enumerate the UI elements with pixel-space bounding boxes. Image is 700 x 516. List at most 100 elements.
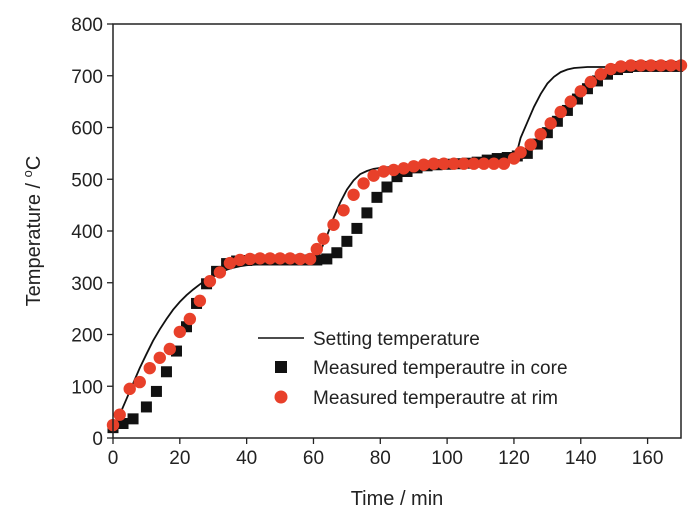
core-point [581, 83, 593, 95]
core-point [341, 235, 353, 247]
y-tick-label: 600 [71, 119, 103, 140]
core-point [361, 207, 373, 219]
rim-point [310, 242, 324, 256]
rim-point [624, 59, 638, 72]
y-tick-label: 400 [71, 222, 103, 243]
y-axis-title-unit: C [23, 156, 45, 170]
rim-point [514, 146, 527, 159]
core-point [571, 93, 583, 105]
rim-point [263, 252, 277, 265]
y-axis-title-degree: o [20, 170, 35, 177]
core-point [331, 247, 343, 259]
rim-point [477, 157, 491, 170]
rim-point [387, 163, 400, 177]
rim-point [457, 157, 471, 170]
core-point [391, 171, 403, 183]
rim-point [407, 160, 420, 173]
rim-point [133, 375, 146, 389]
x-tick-label: 60 [303, 448, 324, 469]
x-axis-title: Time / min [351, 488, 444, 510]
x-tick-label: 80 [370, 448, 391, 469]
y-tick-label: 100 [71, 377, 103, 398]
rim-point [357, 177, 370, 190]
ticks-layer: 0 20 40 60 80 100 120 140 160 0 100 200 300 400 500 600… [71, 15, 663, 469]
legend-marker-core [275, 361, 287, 373]
rim-point [233, 253, 247, 267]
rim-point [283, 252, 297, 265]
rim-point [534, 128, 547, 141]
core-point [127, 413, 139, 425]
setting-temperature-line [112, 66, 681, 429]
legend-marker-rim [274, 390, 288, 404]
rim-point [427, 157, 440, 170]
rim-point [223, 256, 237, 270]
rim-point [317, 232, 330, 245]
core-point [321, 253, 333, 265]
rim-point [467, 157, 481, 170]
x-tick-label: 20 [169, 448, 190, 469]
rim-point [574, 85, 587, 98]
y-tick-label: 800 [71, 15, 103, 36]
x-tick-label: 160 [632, 448, 664, 469]
y-tick-label: 700 [71, 67, 103, 88]
rim-point [367, 169, 380, 182]
core-point [170, 345, 182, 357]
series-layer [106, 59, 688, 434]
x-tick-label: 100 [431, 448, 463, 469]
rim-point [183, 312, 197, 326]
core-point [561, 104, 573, 116]
rim-point [153, 351, 166, 364]
rim-point [564, 95, 577, 108]
y-axis-title: Temperature / oC [20, 156, 45, 307]
core-point [140, 401, 152, 413]
rim-point [544, 117, 557, 130]
core-point [551, 115, 563, 127]
legend: Setting temperature Measured temperautre… [258, 329, 568, 409]
rim-point [594, 67, 608, 81]
rim-point [377, 165, 390, 178]
core-point [371, 191, 383, 203]
rim-point [123, 382, 136, 396]
rim-point [584, 75, 597, 89]
y-tick-label: 300 [71, 274, 103, 295]
rim-point [303, 252, 317, 266]
core-point [181, 321, 193, 333]
y-tick-label: 0 [92, 429, 103, 450]
legend-label-core: Measured temperautre in core [313, 358, 568, 379]
rim-point [634, 59, 648, 72]
x-tick-label: 0 [108, 448, 119, 469]
rim-point [243, 252, 257, 266]
rim-point [143, 361, 156, 375]
core-point [541, 127, 553, 139]
rim-point [654, 59, 668, 72]
rim-point [293, 252, 307, 266]
core-point [160, 366, 172, 378]
rim-point [327, 218, 340, 231]
core-point [521, 147, 533, 159]
rim-point [163, 342, 176, 356]
core-point [351, 222, 363, 234]
legend-label-rim: Measured temperautre at rim [313, 388, 558, 409]
core-point [117, 418, 129, 430]
rim-point [554, 105, 567, 119]
legend-label-setting-temperature: Setting temperature [313, 329, 480, 350]
rim-point [524, 138, 537, 151]
x-tick-label: 40 [236, 448, 257, 469]
core-point [591, 75, 603, 87]
rim-point [173, 325, 187, 339]
rim-point [397, 162, 410, 175]
rim-point [497, 157, 511, 170]
rim-point [113, 408, 126, 421]
core-point [531, 138, 543, 150]
x-tick-label: 140 [565, 448, 597, 469]
rim-point [614, 60, 628, 73]
rim-point [347, 188, 360, 201]
rim-point [644, 59, 658, 72]
rim-point [437, 157, 450, 170]
rim-point [417, 158, 430, 171]
rim-point [664, 59, 678, 72]
rim-point [203, 274, 217, 288]
rim-point [213, 266, 227, 279]
rim-point [337, 204, 350, 217]
